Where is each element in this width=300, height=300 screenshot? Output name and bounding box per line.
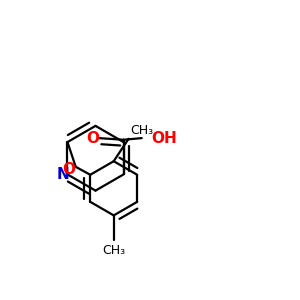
Text: CH₃: CH₃	[130, 124, 153, 137]
Text: O: O	[62, 162, 75, 177]
Text: N: N	[57, 167, 70, 182]
Text: OH: OH	[151, 130, 177, 146]
Text: O: O	[86, 130, 99, 146]
Text: CH₃: CH₃	[102, 244, 125, 257]
